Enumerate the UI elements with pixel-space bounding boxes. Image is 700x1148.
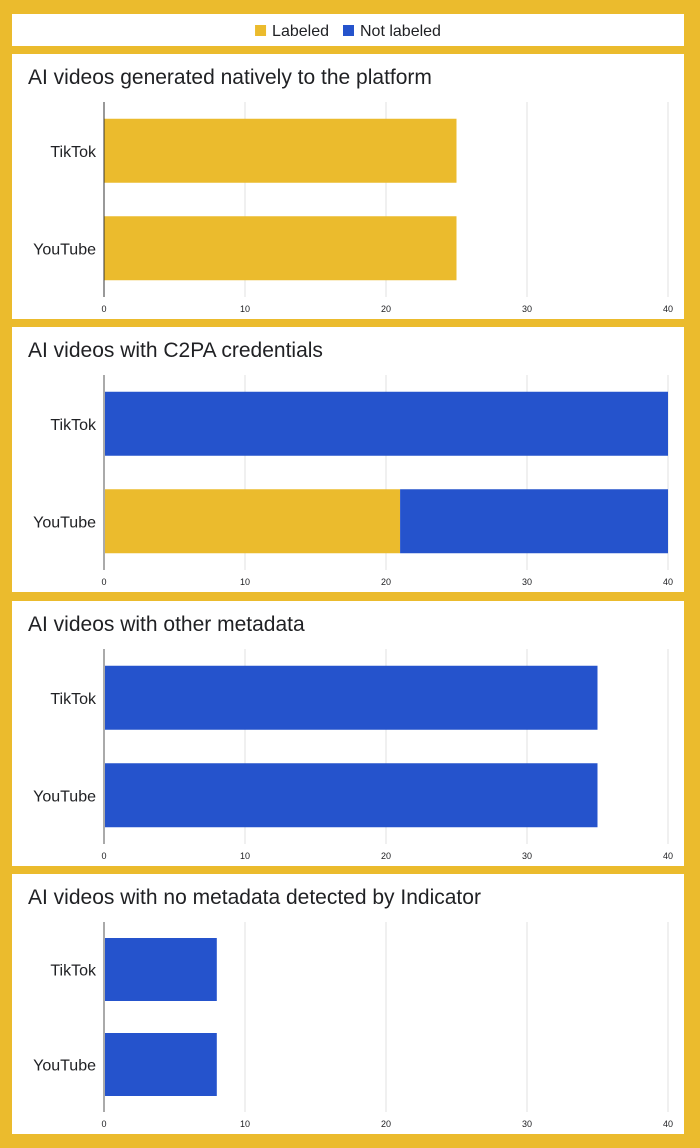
x-tick-label: 0 (101, 1119, 106, 1129)
chart-panel-2: AI videos with C2PA credentials 0 10 20 30 40… (12, 327, 684, 592)
x-tick-label: 20 (381, 1119, 391, 1129)
category-label: YouTube (33, 1058, 96, 1075)
bar-youtube-not-labeled (400, 489, 668, 554)
x-tick-label: 10 (240, 1119, 250, 1129)
chart-title: AI videos generated natively to the plat… (28, 66, 432, 89)
chart-title: AI videos with C2PA credentials (28, 339, 323, 362)
x-tick-label: 30 (522, 1119, 532, 1129)
x-tick-label: 10 (240, 304, 250, 314)
x-tick-label: 30 (522, 304, 532, 314)
chart-svg: 0 10 20 30 40 TikTok YouTube (33, 102, 673, 314)
x-tick-label: 40 (663, 577, 673, 587)
x-tick-label: 40 (663, 304, 673, 314)
x-tick-label: 40 (663, 851, 673, 861)
chart-title: AI videos with no metadata detected by I… (28, 886, 481, 909)
x-tick-label: 20 (381, 577, 391, 587)
category-label: TikTok (50, 144, 97, 161)
chart-panel-3: AI videos with other metadata 0 10 20 30 40 Ti… (12, 601, 684, 866)
x-tick-label: 30 (522, 851, 532, 861)
legend-label-labeled: Labeled (272, 23, 329, 40)
x-tick-label: 10 (240, 851, 250, 861)
legend: Labeled Not labeled (12, 14, 684, 46)
bar-youtube-not-labeled (104, 763, 598, 828)
bar-tiktok-labeled (104, 118, 457, 183)
category-label: TikTok (50, 963, 97, 980)
x-tick-label: 0 (101, 304, 106, 314)
chart-svg: 0 10 20 30 40 TikTok YouTube (33, 922, 673, 1129)
legend-label-not-labeled: Not labeled (360, 23, 441, 40)
legend-swatch-not-labeled (343, 25, 354, 36)
legend-item-labeled: Labeled (255, 23, 329, 40)
category-label: TikTok (50, 417, 97, 434)
chart-svg: 0 10 20 30 40 TikTok YouTube (33, 375, 673, 587)
category-label: YouTube (33, 241, 96, 258)
category-label: TikTok (50, 691, 97, 708)
chart-panel-4: AI videos with no metadata detected by I… (12, 874, 684, 1134)
chart-svg: 0 10 20 30 40 TikTok YouTube (33, 649, 673, 861)
bar-youtube-not-labeled (104, 1033, 217, 1096)
legend-swatch-labeled (255, 25, 267, 36)
chart-panel-1: AI videos generated natively to the plat… (12, 54, 684, 319)
bar-tiktok-not-labeled (104, 665, 598, 730)
x-tick-label: 20 (381, 304, 391, 314)
bar-youtube-labeled (104, 489, 401, 554)
legend-item-not-labeled: Not labeled (343, 23, 441, 40)
bar-tiktok-not-labeled (104, 391, 668, 456)
category-label: YouTube (33, 514, 96, 531)
x-tick-label: 40 (663, 1119, 673, 1129)
legend-svg: Labeled Not labeled (255, 23, 441, 40)
x-tick-label: 10 (240, 577, 250, 587)
x-tick-label: 0 (101, 851, 106, 861)
bar-tiktok-not-labeled (104, 938, 217, 1001)
category-label: YouTube (33, 788, 96, 805)
x-tick-label: 30 (522, 577, 532, 587)
x-tick-label: 0 (101, 577, 106, 587)
x-tick-label: 20 (381, 851, 391, 861)
bar-youtube-labeled (104, 216, 457, 281)
chart-title: AI videos with other metadata (28, 613, 305, 636)
